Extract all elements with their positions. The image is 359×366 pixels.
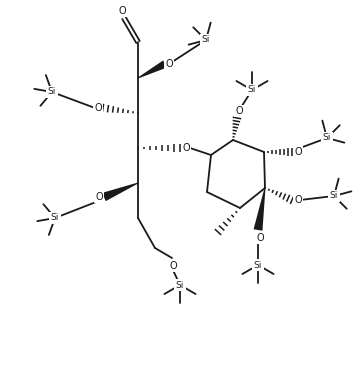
Text: Si: Si <box>323 134 331 142</box>
Text: O: O <box>182 143 190 153</box>
Text: O: O <box>256 233 264 243</box>
Text: O: O <box>94 103 102 113</box>
Text: Si: Si <box>202 36 210 45</box>
Polygon shape <box>253 188 266 231</box>
Polygon shape <box>138 60 167 78</box>
Text: Si: Si <box>176 280 184 290</box>
Polygon shape <box>102 183 138 201</box>
Text: O: O <box>118 6 126 16</box>
Text: O: O <box>294 147 302 157</box>
Text: Si: Si <box>248 86 256 94</box>
Text: Si: Si <box>330 191 338 201</box>
Text: O: O <box>235 106 243 116</box>
Text: O: O <box>165 59 173 69</box>
Text: O: O <box>169 261 177 271</box>
Text: Si: Si <box>51 213 59 223</box>
Text: Si: Si <box>48 87 56 97</box>
Text: Si: Si <box>254 261 262 269</box>
Text: O: O <box>95 192 103 202</box>
Text: O: O <box>294 195 302 205</box>
